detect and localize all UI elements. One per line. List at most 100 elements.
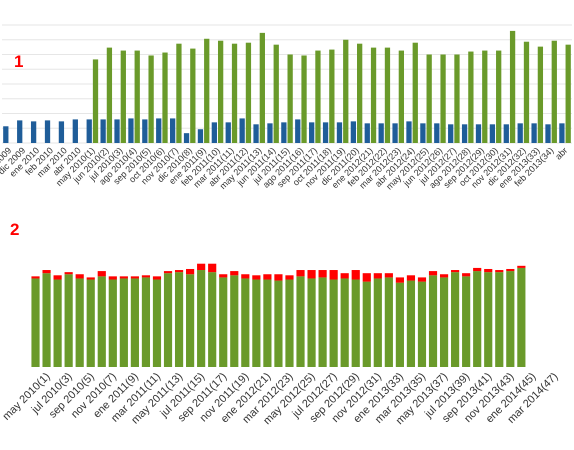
chart-2-bar-top xyxy=(208,263,217,273)
chart-2-bar-base xyxy=(64,274,73,367)
chart-2-bar-top xyxy=(163,271,173,274)
chart-2-bar-top xyxy=(318,270,327,278)
chart-2-bar-top xyxy=(241,274,250,279)
chart-2-bar-base xyxy=(186,274,195,367)
chart-1-tick-label: abr xyxy=(553,145,569,161)
chart-1-bar-series-1 xyxy=(475,124,482,143)
chart-2-bar-top xyxy=(42,270,51,274)
chart-1-bar-series-2 xyxy=(106,47,113,143)
chart-1-bar-series-1 xyxy=(44,120,51,143)
chart-2-bar-top xyxy=(296,270,305,277)
chart-1-bar-series-2 xyxy=(287,54,293,143)
chart-1-bar-series-1 xyxy=(392,123,398,143)
chart-2-bar-top xyxy=(53,275,62,280)
chart-1-bar-series-1 xyxy=(378,123,384,143)
chart-2-bar-top xyxy=(395,277,404,283)
chart-1-bar-series-2 xyxy=(496,50,502,143)
chart-1-bar-series-2 xyxy=(92,59,99,143)
chart-2-bar-base xyxy=(130,278,139,367)
chart-1-bar-series-1 xyxy=(142,119,148,143)
chart-2-bar-base xyxy=(329,279,338,367)
chart-2-bar-top xyxy=(495,270,504,273)
chart-2-bar-top xyxy=(506,268,515,272)
chart-2-bar-top xyxy=(484,268,493,273)
chart-1-bar-series-2 xyxy=(523,41,530,143)
chart-1-bar-series-1 xyxy=(253,124,259,143)
chart-2-bar-top xyxy=(340,273,349,279)
chart-2-bar-base xyxy=(252,279,261,367)
chart-2-bar-base xyxy=(86,279,95,367)
chart-1-bar-series-1 xyxy=(183,133,190,143)
chart-1-bar-series-2 xyxy=(301,55,307,143)
chart-1-bar-series-2 xyxy=(245,42,252,144)
chart-2-bar-top xyxy=(130,276,139,279)
chart-1-bar-series-1 xyxy=(114,119,120,143)
chart-1-bar-series-2 xyxy=(148,55,154,143)
chart-2-tick-labels: may 2010(1)jul 2010(3)sep 2010(5)nov 201… xyxy=(1,371,561,427)
chart-1-bar-series-2 xyxy=(273,44,279,143)
chart-1-bar-series-1 xyxy=(86,119,92,143)
chart-1-bar-series-2 xyxy=(190,48,196,143)
chart-2-bar-base xyxy=(373,278,382,367)
chart-2-bar-base xyxy=(451,272,460,367)
chart-1-bar-series-1 xyxy=(322,122,329,143)
chart-2-bar-base xyxy=(263,279,272,367)
chart-1-bar-series-1 xyxy=(461,124,468,143)
chart-2-bar-base xyxy=(296,276,305,367)
chart-1-bar-series-2 xyxy=(551,40,557,143)
chart-1-bar-series-1 xyxy=(545,124,551,143)
chart-1-bar-series-1 xyxy=(350,121,357,143)
chart-2-bar-base xyxy=(141,277,151,367)
chart-2-bar-top xyxy=(119,276,128,279)
chart-2-bar-top xyxy=(152,276,162,280)
chart-2-bar-top xyxy=(329,270,338,280)
chart-2-bar-top xyxy=(517,265,526,268)
chart-1-bar-series-2 xyxy=(426,54,432,143)
chart-1-bar-series-1 xyxy=(156,118,162,143)
chart-1-bar-series-2 xyxy=(509,30,516,143)
chart-2-bar-base xyxy=(351,279,360,367)
chart-1-bar-series-2 xyxy=(343,39,349,143)
chart-1-bar-series-1 xyxy=(531,123,537,143)
chart-1-bar-series-1 xyxy=(517,123,523,143)
chart-2-bar-base xyxy=(174,272,184,367)
chart-1-bar-series-1 xyxy=(128,118,134,143)
chart-2-bar-base xyxy=(219,277,228,367)
chart-2-panel-label: 2 xyxy=(10,220,19,239)
chart-2-bar-base xyxy=(42,273,51,367)
chart-2-bar-top xyxy=(263,274,272,280)
chart-1-bar-series-1 xyxy=(295,119,301,143)
chart-1-bar-series-2 xyxy=(412,42,418,144)
chart-1-bar-series-1 xyxy=(239,118,245,143)
chart-2-bar-top xyxy=(174,270,184,273)
chart-1-bar-series-2 xyxy=(454,54,460,143)
chart-2-bar-top xyxy=(384,273,393,278)
chart-1-bar-series-2 xyxy=(176,43,182,143)
chart-1-panel-label: 1 xyxy=(14,52,23,71)
chart-1-bar-series-1 xyxy=(503,124,509,143)
chart-2-bar-base xyxy=(152,279,162,367)
chart-2-bar-top xyxy=(97,271,106,277)
chart-1-bar-series-1 xyxy=(309,122,315,143)
chart-1-bar-series-2 xyxy=(120,50,126,143)
chart-2-bar-base xyxy=(462,276,471,367)
chart-2-bar-base xyxy=(53,279,62,367)
chart-1-bar-series-2 xyxy=(162,52,168,143)
chart-1-bar-series-1 xyxy=(420,123,426,143)
chart-2-bar-top xyxy=(230,271,239,276)
chart-2-bar-base xyxy=(428,275,438,367)
chart-2-bar-top xyxy=(31,276,40,279)
chart-1-bar-series-1 xyxy=(58,121,65,143)
chart-2-bar-base xyxy=(495,272,504,367)
chart-1-bar-series-2 xyxy=(204,38,210,144)
chart-1-bar-series-1 xyxy=(336,122,343,143)
chart-2-bar-base xyxy=(285,279,294,367)
chart-1-bar-series-1 xyxy=(364,123,370,143)
chart-2-bar-top xyxy=(75,274,84,279)
chart-2-bar-top xyxy=(406,275,416,281)
chart-2-bar-top xyxy=(252,275,261,280)
chart-1-bar-series-1 xyxy=(17,120,23,143)
chart-1-bar-series-2 xyxy=(398,50,405,143)
chart-2-bar-base xyxy=(197,270,206,367)
